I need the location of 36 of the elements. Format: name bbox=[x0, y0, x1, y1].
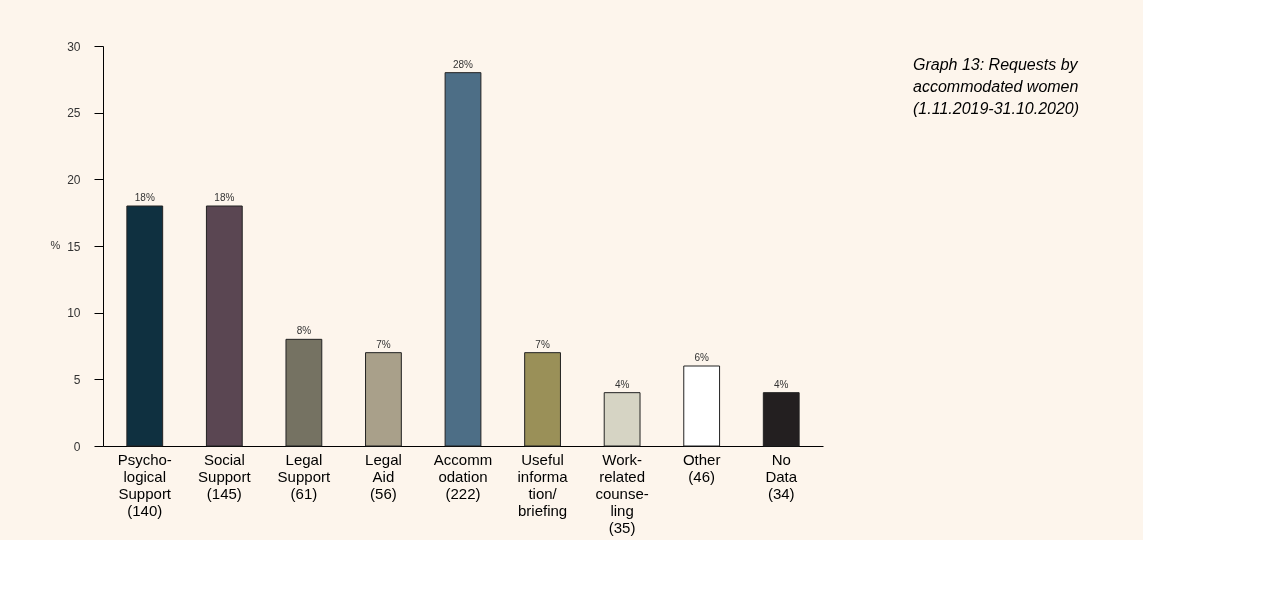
bar bbox=[762, 392, 800, 447]
y-tick-label: 10 bbox=[67, 306, 81, 321]
data-label: 28% bbox=[452, 58, 474, 70]
data-label: 4% bbox=[774, 378, 789, 390]
bar bbox=[205, 205, 243, 447]
bar bbox=[126, 205, 164, 447]
x-tick-label: Legal Aid (56) bbox=[365, 450, 402, 502]
y-tick-label: 0 bbox=[73, 439, 81, 454]
y-tick-label: 15 bbox=[67, 239, 81, 254]
y-tick-label: 30 bbox=[67, 39, 81, 54]
y-tick-label: 5 bbox=[73, 372, 81, 387]
bar bbox=[603, 392, 641, 447]
bar bbox=[444, 72, 482, 447]
x-tick-label: Accomm odation (222) bbox=[433, 450, 493, 502]
bar bbox=[285, 338, 323, 447]
x-tick-label: Psycho- logical Support (140) bbox=[117, 450, 172, 519]
x-tick-label: Legal Support (61) bbox=[277, 450, 331, 502]
bar bbox=[683, 365, 721, 447]
y-axis-title: % bbox=[50, 238, 61, 251]
x-tick-label: Social Support (145) bbox=[198, 450, 252, 502]
y-tick-label: 25 bbox=[67, 106, 81, 121]
data-label: 6% bbox=[694, 352, 710, 363]
data-label: 7% bbox=[376, 338, 391, 350]
data-label: 18% bbox=[134, 192, 155, 203]
x-tick-label: Other (46) bbox=[682, 450, 721, 485]
x-tick-label: Useful informa tion/ briefing bbox=[517, 450, 569, 519]
data-label: 8% bbox=[296, 325, 312, 337]
x-tick-label: No Data (34) bbox=[765, 450, 798, 502]
x-tick-label: Work- related counse- ling (35) bbox=[595, 450, 649, 536]
bar bbox=[524, 352, 561, 447]
data-label: 4% bbox=[614, 378, 630, 390]
text: Graph 13: Requests by accommodated women (1.11.2019-31.10.2020) bbox=[913, 56, 1080, 117]
data-label: 18% bbox=[214, 192, 235, 203]
bar bbox=[365, 352, 402, 447]
y-tick-label: 20 bbox=[67, 172, 81, 187]
data-label: 7% bbox=[535, 338, 550, 350]
